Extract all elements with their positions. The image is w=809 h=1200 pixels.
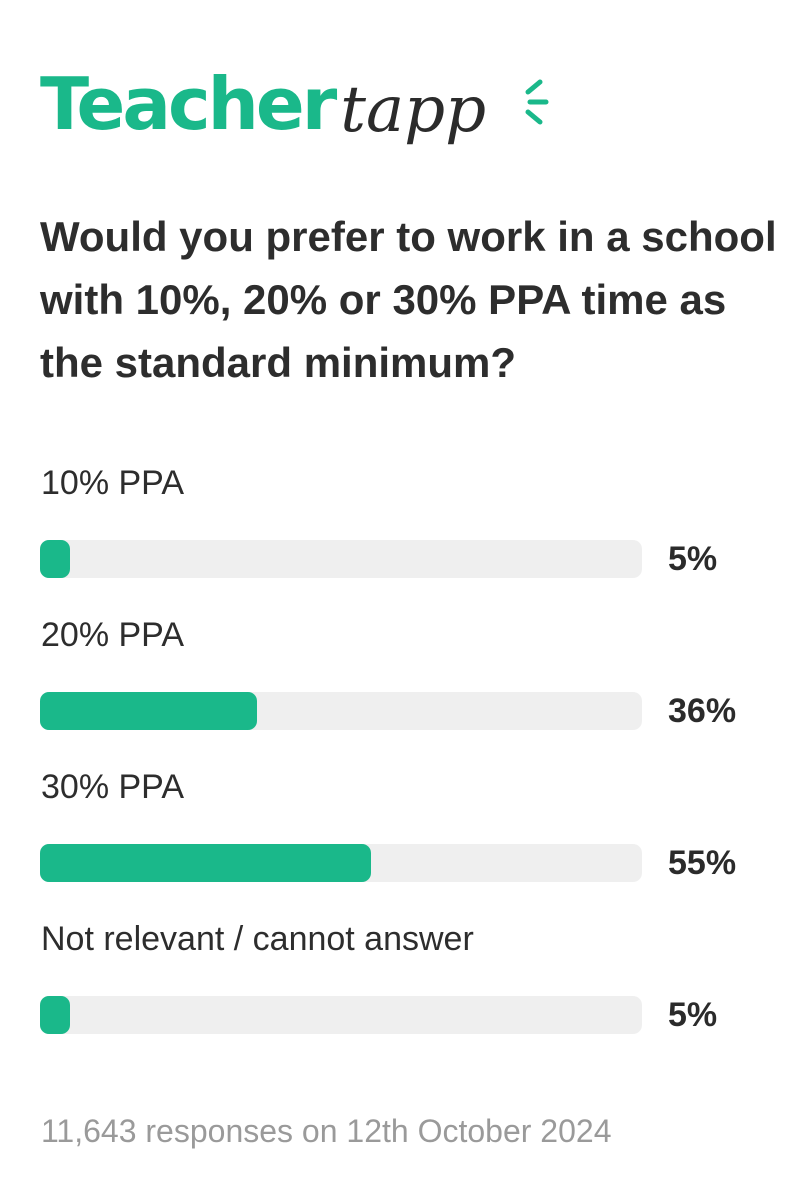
logo-tapp-text: tapp xyxy=(340,73,487,147)
bar-value-label: 55% xyxy=(668,844,737,882)
poll-results-chart: 10% PPA 5% 20% PPA 36% 30% PPA 55% Not relevan… xyxy=(40,458,780,1066)
poll-option: 20% PPA 36% xyxy=(40,610,780,762)
bar-track xyxy=(40,692,642,730)
bar-fill xyxy=(40,996,71,1034)
bar-value-label: 5% xyxy=(668,996,718,1034)
option-label: 20% PPA xyxy=(41,616,185,654)
poll-option: 30% PPA 55% xyxy=(40,762,780,914)
bar-value-label: 36% xyxy=(668,692,737,730)
option-label: 30% PPA xyxy=(41,768,185,806)
bar-fill xyxy=(40,844,372,882)
teachertapp-logo: Teacher tapp xyxy=(40,62,549,160)
poll-option: Not relevant / cannot answer 5% xyxy=(40,914,780,1066)
poll-option: 10% PPA 5% xyxy=(40,458,780,610)
logo-sparkle-icon xyxy=(525,79,549,125)
bar-track xyxy=(40,996,642,1034)
response-count-footer: 11,643 responses on 12th October 2024 xyxy=(41,1113,612,1149)
option-label: 10% PPA xyxy=(41,464,185,502)
bar-fill xyxy=(40,540,71,578)
bar-track xyxy=(40,540,642,578)
bar-track xyxy=(40,844,642,882)
logo-teacher-text: Teacher xyxy=(40,62,337,146)
bar-value-label: 5% xyxy=(668,540,718,578)
poll-question: Would you prefer to work in a school wit… xyxy=(40,213,777,386)
option-label: Not relevant / cannot answer xyxy=(41,920,474,958)
bar-fill xyxy=(40,692,257,730)
